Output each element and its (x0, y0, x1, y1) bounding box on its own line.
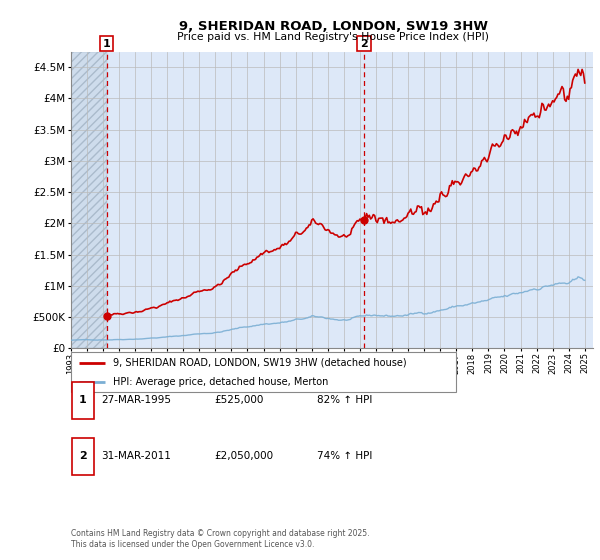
Text: 74% ↑ HPI: 74% ↑ HPI (317, 451, 372, 461)
Text: £2,050,000: £2,050,000 (215, 451, 274, 461)
Text: HPI: Average price, detached house, Merton: HPI: Average price, detached house, Mert… (113, 377, 329, 387)
Text: Price paid vs. HM Land Registry's House Price Index (HPI): Price paid vs. HM Land Registry's House … (177, 32, 489, 43)
Text: 1: 1 (103, 39, 110, 49)
FancyBboxPatch shape (72, 382, 94, 418)
Text: 82% ↑ HPI: 82% ↑ HPI (317, 395, 372, 405)
Text: 1: 1 (79, 395, 86, 405)
Text: 27-MAR-1995: 27-MAR-1995 (101, 395, 171, 405)
Text: 31-MAR-2011: 31-MAR-2011 (101, 451, 170, 461)
FancyBboxPatch shape (71, 352, 456, 392)
Text: 9, SHERIDAN ROAD, LONDON, SW19 3HW: 9, SHERIDAN ROAD, LONDON, SW19 3HW (179, 20, 488, 32)
Bar (71, 52, 107, 348)
Text: 9, SHERIDAN ROAD, LONDON, SW19 3HW (detached house): 9, SHERIDAN ROAD, LONDON, SW19 3HW (deta… (113, 358, 407, 368)
Text: 2: 2 (360, 39, 368, 49)
Text: 2: 2 (79, 451, 86, 461)
Bar (71, 52, 107, 348)
Text: Contains HM Land Registry data © Crown copyright and database right 2025.
This d: Contains HM Land Registry data © Crown c… (71, 529, 370, 549)
FancyBboxPatch shape (72, 438, 94, 474)
Text: £525,000: £525,000 (215, 395, 264, 405)
